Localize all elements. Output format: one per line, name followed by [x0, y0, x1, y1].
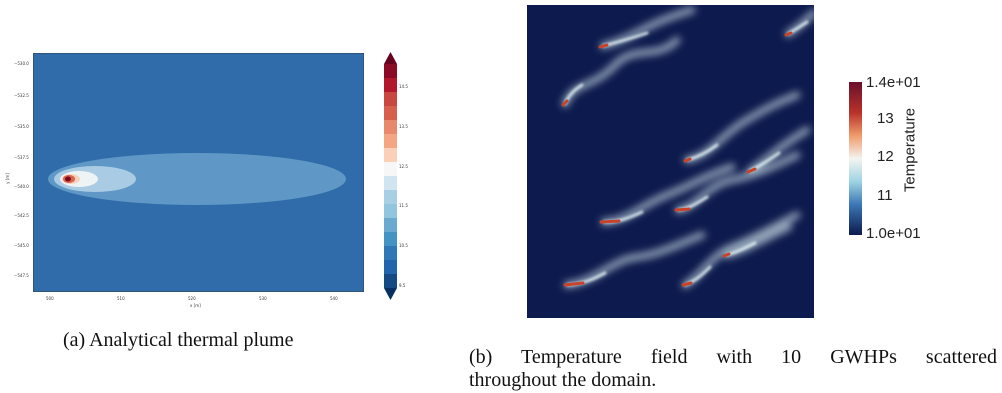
x-axis-label: x [m] [190, 303, 201, 308]
y-tick-label: −540.0 [14, 184, 29, 189]
caption-b-line2: throughout the domain. [469, 369, 657, 391]
figure-b: 1.4e+01 13 12 11 1.0e+01 Temperature (b)… [440, 0, 1002, 393]
x-tick-label: 500 [46, 296, 54, 301]
colorbar-a-tick: 13.5 [399, 124, 408, 129]
plume-plot [32, 52, 365, 293]
y-tick-label: −545.0 [14, 243, 29, 248]
x-tick-label: 510 [117, 296, 125, 301]
y-tick-label: −530.0 [14, 61, 29, 66]
colorbar-a-tick: 12.5 [399, 164, 408, 169]
caption-b-line1: (b) Temperature field with 10 GWHPs scat… [469, 346, 997, 368]
colorbar-b-tick: 12 [877, 148, 894, 165]
x-tick-label: 530 [259, 296, 267, 301]
colorbar-b [849, 82, 862, 235]
colorbar-b-label: Temperature [901, 107, 919, 193]
colorbar-b-tick: 1.0e+01 [866, 225, 921, 242]
caption-a: (a) Analytical thermal plume [63, 329, 294, 351]
colorbar-b-tick: 11 [877, 187, 893, 204]
colorbar-b-tick: 13 [877, 110, 894, 127]
colorbar-a [383, 52, 398, 300]
y-tick-label: −542.5 [14, 213, 29, 218]
x-tick-label: 540 [330, 296, 338, 301]
y-tick-label: −547.5 [14, 273, 29, 278]
colorbar-b-tick: 1.4e+01 [866, 74, 921, 91]
colorbar-a-tick: 9.5 [399, 283, 406, 288]
x-tick-label: 520 [188, 296, 196, 301]
y-tick-label: −532.5 [14, 93, 29, 98]
figure-a: −530.0 −532.5 −535.0 −537.5 −540.0 −542.… [0, 0, 440, 393]
colorbar-a-tick: 10.5 [399, 243, 408, 248]
colorbar-a-tick: 11.5 [399, 203, 408, 208]
plume-contours [32, 52, 365, 293]
temperature-field [527, 5, 818, 318]
colorbar-a-tick: 14.5 [399, 84, 408, 89]
y-tick-label: −537.5 [14, 155, 29, 160]
y-axis-label: y [m] [4, 173, 10, 184]
y-tick-label: −535.0 [14, 124, 29, 129]
